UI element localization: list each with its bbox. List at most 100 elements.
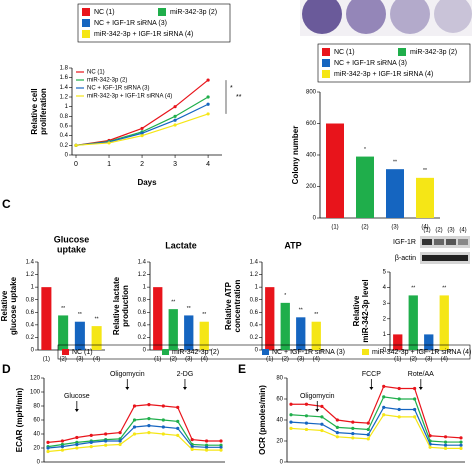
data-point <box>289 413 293 417</box>
y-tick-label: 600 <box>306 121 317 127</box>
data-point <box>161 404 165 408</box>
significance-mark: ** <box>411 286 415 292</box>
y-tick-label: 0.8 <box>26 297 35 303</box>
panel-label: E <box>238 362 246 376</box>
data-point <box>413 415 417 419</box>
bar <box>424 334 434 350</box>
y-tick-label: 0.2 <box>250 335 259 341</box>
data-point <box>118 431 122 435</box>
y-axis-label: Relative <box>0 290 9 321</box>
x-tick-label: (2) <box>282 357 289 363</box>
y-tick-label: 80 <box>33 404 40 410</box>
data-point <box>351 426 355 430</box>
y-tick-label: 4 <box>383 285 387 291</box>
data-point <box>75 435 79 440</box>
x-tick-label: (3) <box>425 357 432 363</box>
y-tick-label: 0 <box>31 348 35 354</box>
data-point <box>413 407 417 412</box>
y-tick-label: 100 <box>30 390 41 396</box>
data-point <box>304 402 309 406</box>
data-point <box>428 434 432 438</box>
bar <box>408 295 418 350</box>
legend-label: NC + IGF-1R siRNA (3) <box>334 60 407 67</box>
x-tick-label: (1) <box>394 357 401 363</box>
data-point <box>397 397 401 401</box>
y-tick-label: 0.4 <box>26 322 35 328</box>
x-tick-label: (1) <box>154 357 161 363</box>
significance-mark: ** <box>299 308 303 314</box>
data-point <box>74 143 78 147</box>
treatment-label: Oligomycin <box>300 393 335 400</box>
y-tick-label: 1 <box>143 285 147 291</box>
lane-label: (4) <box>459 228 466 234</box>
bar <box>58 315 69 350</box>
data-point <box>335 418 339 422</box>
data-point <box>382 405 386 409</box>
y-tick-label: 1.2 <box>138 272 147 278</box>
data-point <box>320 404 324 408</box>
legend-swatch <box>82 19 90 27</box>
legend-swatch <box>62 349 69 355</box>
y-tick-label: 0.2 <box>138 335 147 341</box>
blot-row-label: IGF-1R <box>393 239 416 246</box>
x-tick-label: (1) <box>266 357 273 363</box>
bar <box>280 302 290 350</box>
bar <box>91 326 102 350</box>
legend-box <box>57 344 471 360</box>
data-point <box>304 421 309 425</box>
data-point <box>366 427 370 432</box>
significance-mark: ** <box>423 168 427 174</box>
data-point <box>320 422 324 426</box>
data-point <box>304 414 309 418</box>
y-tick-label: 2 <box>383 316 387 322</box>
y-tick-label: 1.2 <box>26 272 35 278</box>
significance-mark: ** <box>442 286 446 292</box>
y-axis-label: OCR (pmoles/min) <box>258 385 267 455</box>
y-tick-label: 5 <box>383 270 387 276</box>
data-point <box>366 437 370 441</box>
y-tick-label: 800 <box>306 90 317 96</box>
data-point <box>219 448 223 452</box>
arrow-head <box>315 409 320 412</box>
arrow-head <box>125 387 130 390</box>
treatment-label: Rote/AA <box>408 371 434 378</box>
significance-mark: ** <box>187 306 191 312</box>
y-tick-label: 60 <box>33 418 40 424</box>
data-point <box>176 433 180 437</box>
significance-mark: ** <box>236 94 242 101</box>
legend-swatch <box>82 30 90 38</box>
significance-mark: ** <box>393 160 397 166</box>
data-point <box>60 448 65 452</box>
x-tick-label: (4) <box>313 357 320 363</box>
y-tick-label: 0.4 <box>138 322 147 328</box>
treatment-label: Glucose <box>64 393 90 400</box>
data-point <box>190 438 194 442</box>
arrow-head <box>74 409 79 412</box>
bar <box>326 123 344 218</box>
bar <box>41 287 52 350</box>
data-point <box>89 433 93 437</box>
x-tick-label: (2) <box>410 357 417 363</box>
data-point <box>428 445 432 449</box>
data-point <box>132 425 137 429</box>
series-line <box>290 396 461 443</box>
data-point <box>443 435 448 439</box>
legend-label: miR-342-3p (2) <box>170 9 217 16</box>
x-tick-label: 1 <box>107 161 111 168</box>
series-line <box>290 406 461 446</box>
data-point <box>161 418 165 422</box>
data-point <box>204 448 209 452</box>
y-tick-label: 40 <box>276 418 283 424</box>
data-point <box>320 428 324 433</box>
data-point <box>443 446 448 450</box>
data-point <box>132 432 137 436</box>
y-tick-label: 40 <box>33 432 40 438</box>
data-point <box>366 421 370 425</box>
data-point <box>89 440 93 444</box>
data-point <box>219 439 223 443</box>
data-point <box>459 436 463 440</box>
x-tick-label: (3) <box>391 225 398 231</box>
colony-photo <box>300 0 472 36</box>
y-axis-label: Colony number <box>291 126 300 185</box>
series-line <box>290 414 461 449</box>
